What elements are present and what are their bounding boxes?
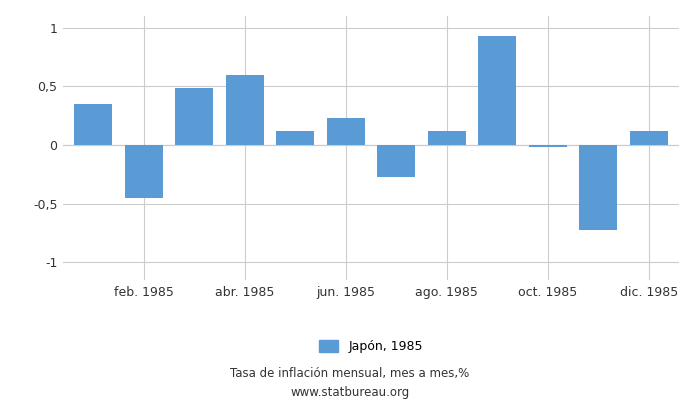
Legend: Japón, 1985: Japón, 1985 <box>314 335 428 358</box>
Bar <box>377 145 415 177</box>
Bar <box>226 75 264 145</box>
Text: Tasa de inflación mensual, mes a mes,%: Tasa de inflación mensual, mes a mes,% <box>230 368 470 380</box>
Bar <box>276 131 314 145</box>
Text: www.statbureau.org: www.statbureau.org <box>290 386 410 399</box>
Bar <box>528 145 567 148</box>
Bar <box>478 36 516 145</box>
Bar <box>125 145 162 198</box>
Bar <box>580 145 617 230</box>
Bar <box>175 88 214 145</box>
Bar <box>74 104 112 145</box>
Bar <box>630 131 668 145</box>
Bar <box>428 131 466 145</box>
Bar <box>327 118 365 145</box>
